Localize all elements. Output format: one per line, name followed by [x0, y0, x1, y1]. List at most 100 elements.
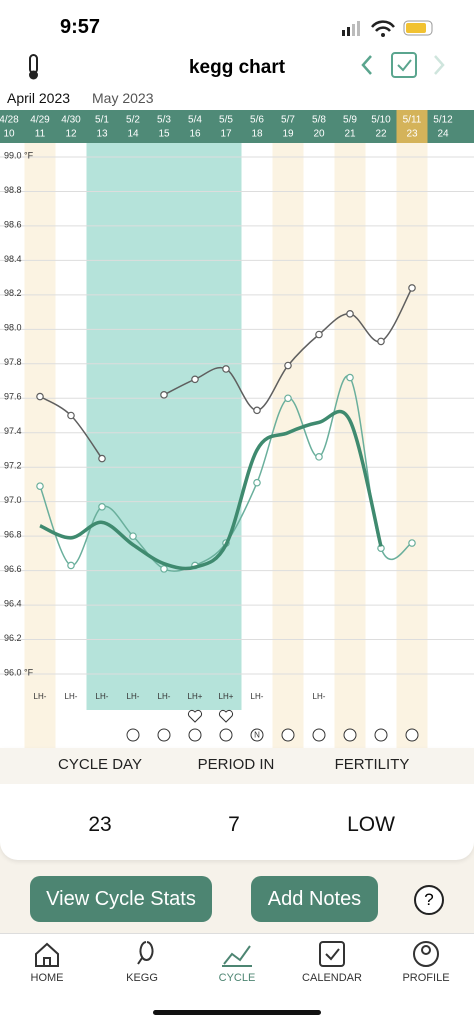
data-point — [253, 478, 261, 487]
data-point — [160, 391, 168, 399]
data-point — [346, 310, 354, 318]
data-point — [284, 394, 292, 403]
cycle-day-label: 18 — [251, 129, 263, 140]
heart-icon — [187, 709, 203, 723]
add-notes-button[interactable]: Add Notes — [251, 876, 378, 922]
cycle-day-label: 11 — [35, 129, 46, 140]
data-point — [315, 330, 323, 339]
fertile-band — [24, 143, 56, 750]
y-tick-label: 98.6 — [4, 219, 22, 229]
lh-label: LH- — [127, 692, 140, 701]
mucus-icon — [312, 728, 326, 742]
top-area — [0, 0, 474, 110]
data-point — [36, 392, 44, 401]
home-indicator — [153, 1010, 321, 1015]
month-label: April 2023 — [7, 90, 71, 106]
cycle-day-label: 12 — [65, 129, 77, 140]
tab-label[interactable]: HOME — [30, 972, 64, 984]
thermometer-icon[interactable] — [20, 52, 50, 82]
chart: 4/28 10 4/29 11 4/30 12 5/1 13 5/2 14 5/3 15 5/4 16 5/… — [0, 110, 474, 750]
clock: 9:57 — [60, 16, 101, 38]
data-point — [377, 337, 385, 346]
tab-label[interactable]: CYCLE — [218, 972, 256, 984]
y-tick-label: 96.0 °F — [4, 667, 34, 677]
mucus-icon — [188, 728, 202, 742]
data-point — [98, 503, 106, 511]
stat-label: PERIOD IN — [197, 756, 275, 773]
tab-icons — [35, 941, 439, 967]
today-header — [396, 110, 428, 143]
date-label: 5/10 — [371, 115, 391, 126]
cycle-day-label: 14 — [127, 129, 139, 140]
view-cycle-stats-button[interactable]: View Cycle Stats — [30, 876, 212, 922]
data-point — [98, 454, 106, 463]
y-tick-label: 97.8 — [4, 357, 22, 367]
cycle-icon[interactable] — [222, 945, 252, 967]
date-label: 5/4 — [188, 115, 202, 126]
date-label: 5/1 — [95, 115, 109, 126]
help-button[interactable]: ? — [414, 885, 444, 915]
y-tick-label: 97.6 — [4, 392, 22, 402]
data-point — [36, 482, 44, 490]
cycle-day-label: 10 — [3, 129, 15, 140]
data-point — [67, 411, 75, 420]
data-point — [129, 532, 137, 540]
lh-label: LH+ — [219, 692, 234, 701]
month-label: May 2023 — [92, 90, 154, 106]
mucus-icon — [157, 728, 171, 742]
data-point — [408, 539, 416, 547]
data-point — [346, 373, 354, 382]
cycle-day-label: 22 — [375, 129, 387, 140]
y-tick-label: 97.2 — [4, 461, 22, 471]
tab-label[interactable]: PROFILE — [402, 972, 450, 984]
date-label: 4/29 — [30, 115, 50, 126]
y-tick-label: 96.4 — [4, 598, 22, 608]
mucus-icon — [219, 728, 233, 742]
cycle-day-label: 24 — [437, 129, 449, 140]
y-tick-label: 98.0 — [4, 323, 22, 333]
date-label: 5/3 — [157, 115, 171, 126]
calendar-button[interactable] — [391, 52, 417, 78]
y-tick-label: 97.4 — [4, 426, 22, 436]
date-label: 5/5 — [219, 115, 233, 126]
cycle-day-label: 16 — [189, 129, 201, 140]
lh-label: LH- — [96, 692, 109, 701]
next-button[interactable] — [434, 55, 445, 75]
tab-label[interactable]: KEGG — [126, 972, 158, 984]
home-icon[interactable] — [35, 942, 59, 967]
profile-icon[interactable] — [413, 941, 439, 967]
y-tick-label: 96.2 — [4, 633, 22, 643]
stat-label: FERTILITY — [334, 756, 410, 773]
date-label: 5/8 — [312, 115, 326, 126]
lh-label: LH- — [313, 692, 326, 701]
calendar-icon[interactable] — [319, 941, 345, 967]
kegg-icon[interactable] — [137, 941, 154, 965]
data-point — [222, 365, 230, 373]
cycle-day-label: 13 — [96, 129, 108, 140]
mucus-icon — [250, 728, 264, 742]
data-point — [408, 284, 416, 292]
cycle-day-label: 19 — [282, 129, 294, 140]
cycle-day-label: 23 — [406, 129, 418, 140]
stat-value: LOW — [347, 813, 395, 836]
mucus-icon — [405, 728, 419, 742]
lh-label: LH- — [158, 692, 171, 701]
date-label: 5/9 — [343, 115, 357, 126]
data-point — [67, 561, 75, 570]
cycle-day-label: 20 — [313, 129, 325, 140]
fertile-band — [396, 143, 428, 750]
y-tick-label: 97.0 — [4, 495, 22, 505]
date-label: 5/7 — [281, 115, 295, 126]
date-label: 4/28 — [0, 115, 19, 126]
tab-label[interactable]: CALENDAR — [302, 972, 362, 984]
cycle-day-label: 17 — [220, 129, 232, 140]
mucus-icon — [126, 728, 140, 742]
prev-button[interactable] — [361, 55, 372, 75]
fertile-band — [334, 143, 366, 750]
status-icons — [342, 20, 433, 37]
mucus-icon — [281, 728, 295, 742]
page-title: kegg chart — [188, 57, 286, 78]
data-point — [160, 565, 168, 573]
fertile-band — [272, 143, 304, 750]
